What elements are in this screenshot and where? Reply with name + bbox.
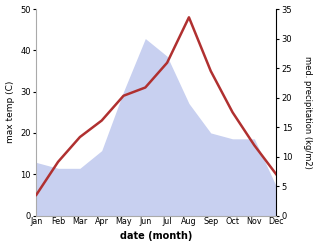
- X-axis label: date (month): date (month): [120, 231, 192, 242]
- Y-axis label: med. precipitation (kg/m2): med. precipitation (kg/m2): [303, 56, 313, 169]
- Y-axis label: max temp (C): max temp (C): [5, 81, 15, 144]
